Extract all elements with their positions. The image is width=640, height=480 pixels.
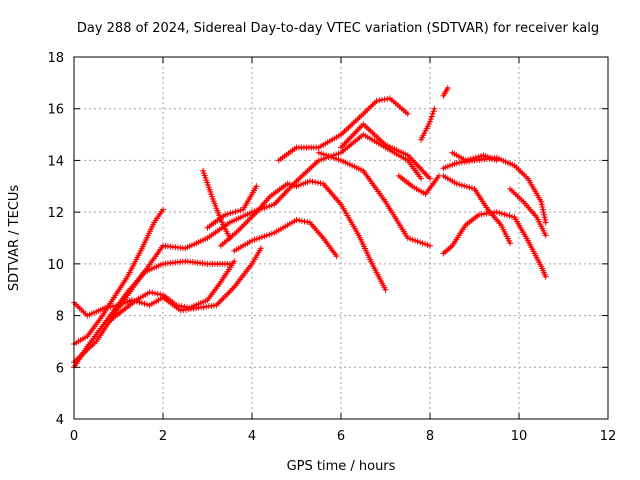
x-tick-label: 0 <box>70 429 78 444</box>
axis-ticks: 0 2 4 6 8 10 12 4 6 8 10 12 14 16 18 <box>47 51 616 444</box>
series-markers <box>217 178 389 293</box>
series-track-19 <box>449 149 500 164</box>
chart-title: Day 288 of 2024, Sidereal Day-to-day VTE… <box>77 21 599 36</box>
y-tick-label: 14 <box>47 154 64 169</box>
x-tick-label: 6 <box>337 429 345 444</box>
series-line <box>72 260 231 369</box>
series-markers <box>231 216 340 260</box>
y-tick-label: 4 <box>56 413 64 428</box>
y-axis-label: SDTVAR / TECUs <box>7 185 22 292</box>
series-track-8 <box>231 216 340 260</box>
series-markers <box>204 183 260 231</box>
y-tick-label: 6 <box>56 361 64 376</box>
series-track-15 <box>440 85 451 99</box>
series-line <box>108 260 236 322</box>
y-tick-label: 10 <box>47 258 64 273</box>
series-track-6 <box>200 167 233 241</box>
series-line <box>72 133 423 364</box>
series-markers <box>71 245 264 319</box>
x-tick-label: 2 <box>159 429 167 444</box>
series-track-7 <box>217 178 389 293</box>
series-track-13 <box>395 172 442 197</box>
series-markers <box>395 172 442 197</box>
series-track-1 <box>71 206 166 347</box>
y-tick-label: 12 <box>47 206 64 221</box>
series-markers <box>71 258 233 371</box>
series-track-3 <box>71 245 264 319</box>
series-line <box>442 174 512 245</box>
x-tick-label: 8 <box>426 429 434 444</box>
series-layer <box>71 85 549 371</box>
series-track-14 <box>418 105 438 143</box>
x-tick-label: 4 <box>248 429 256 444</box>
series-markers <box>449 149 500 164</box>
x-axis-label: GPS time / hours <box>287 459 396 474</box>
series-markers <box>275 95 411 164</box>
series-markers <box>440 85 451 99</box>
y-tick-label: 8 <box>56 310 64 325</box>
y-tick-label: 18 <box>47 51 64 66</box>
series-track-12 <box>338 121 433 182</box>
series-track-16 <box>440 209 549 280</box>
series-track-4 <box>71 131 425 366</box>
series-markers <box>71 131 425 366</box>
series-track-5 <box>106 258 238 324</box>
series-markers <box>507 185 549 239</box>
series-track-17 <box>440 172 514 247</box>
series-markers <box>338 121 433 182</box>
series-markers <box>440 172 514 247</box>
series-markers <box>440 209 549 280</box>
series-markers <box>71 206 166 347</box>
series-track-20 <box>507 185 549 239</box>
grid <box>74 57 608 419</box>
y-tick-label: 16 <box>47 103 64 118</box>
series-markers <box>106 258 238 324</box>
series-markers <box>315 149 433 249</box>
series-track-2 <box>71 258 233 371</box>
series-track-9 <box>204 183 260 231</box>
series-track-10 <box>275 95 411 164</box>
series-markers <box>418 105 438 143</box>
series-markers <box>200 167 233 241</box>
x-tick-label: 10 <box>511 429 528 444</box>
series-line <box>72 247 262 317</box>
series-track-11 <box>315 149 433 249</box>
x-tick-label: 12 <box>600 429 617 444</box>
